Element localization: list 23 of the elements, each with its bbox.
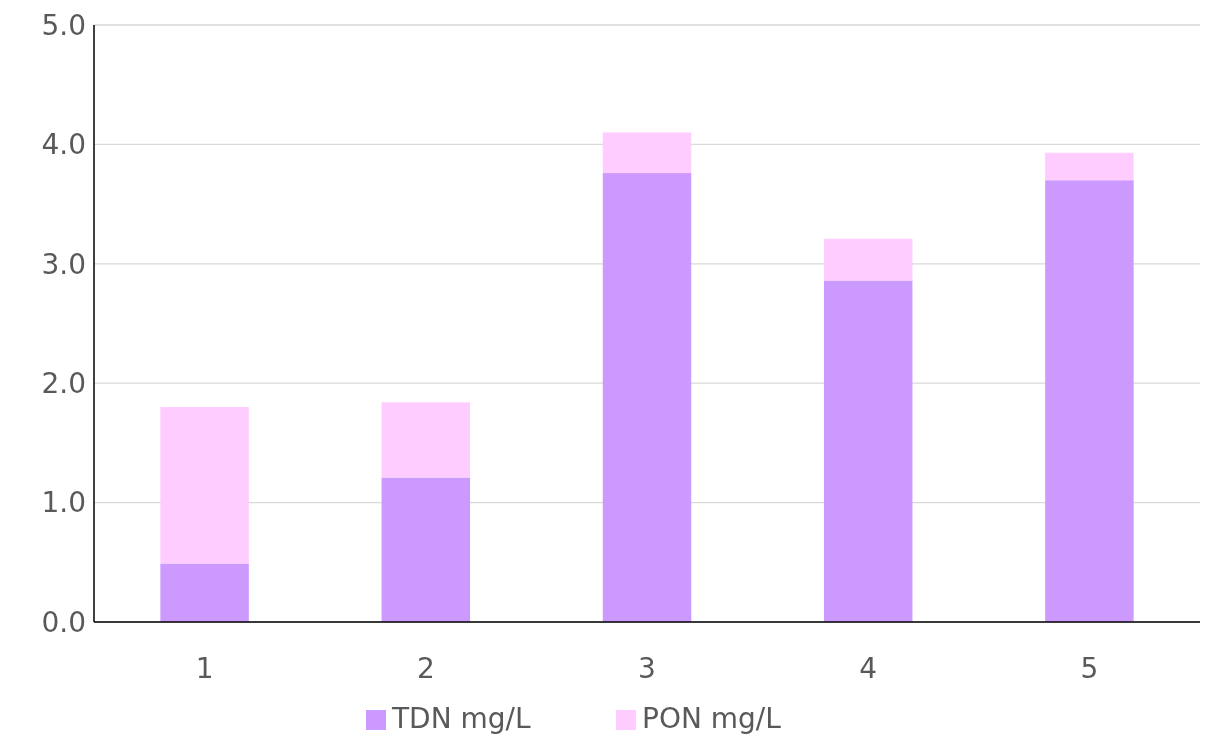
y-tick-label: 0.0: [41, 605, 86, 639]
y-tick-label: 4.0: [41, 128, 86, 162]
bar: [823, 238, 913, 281]
legend-label: PON mg/L: [642, 702, 782, 735]
x-tick-label: 5: [1080, 652, 1099, 685]
y-tick-label: 2.0: [41, 367, 86, 400]
bar: [160, 407, 249, 564]
bar: [823, 280, 913, 622]
bar: [381, 477, 471, 622]
x-tick-label: 1: [195, 652, 214, 685]
y-tick-label: 5.0: [41, 8, 86, 42]
y-tick-label: 3.0: [41, 247, 86, 281]
bar: [1045, 180, 1134, 622]
bar: [160, 563, 249, 622]
bar: [602, 173, 692, 622]
y-tick-label: 1.0: [41, 486, 86, 520]
x-tick-label: 2: [416, 652, 435, 685]
x-tick-label: 3: [638, 652, 656, 685]
bar: [1045, 152, 1134, 181]
x-tick-label: 4: [859, 652, 878, 685]
legend-label: TDN mg/L: [391, 702, 531, 735]
bar: [381, 402, 471, 478]
bar: [602, 132, 692, 174]
